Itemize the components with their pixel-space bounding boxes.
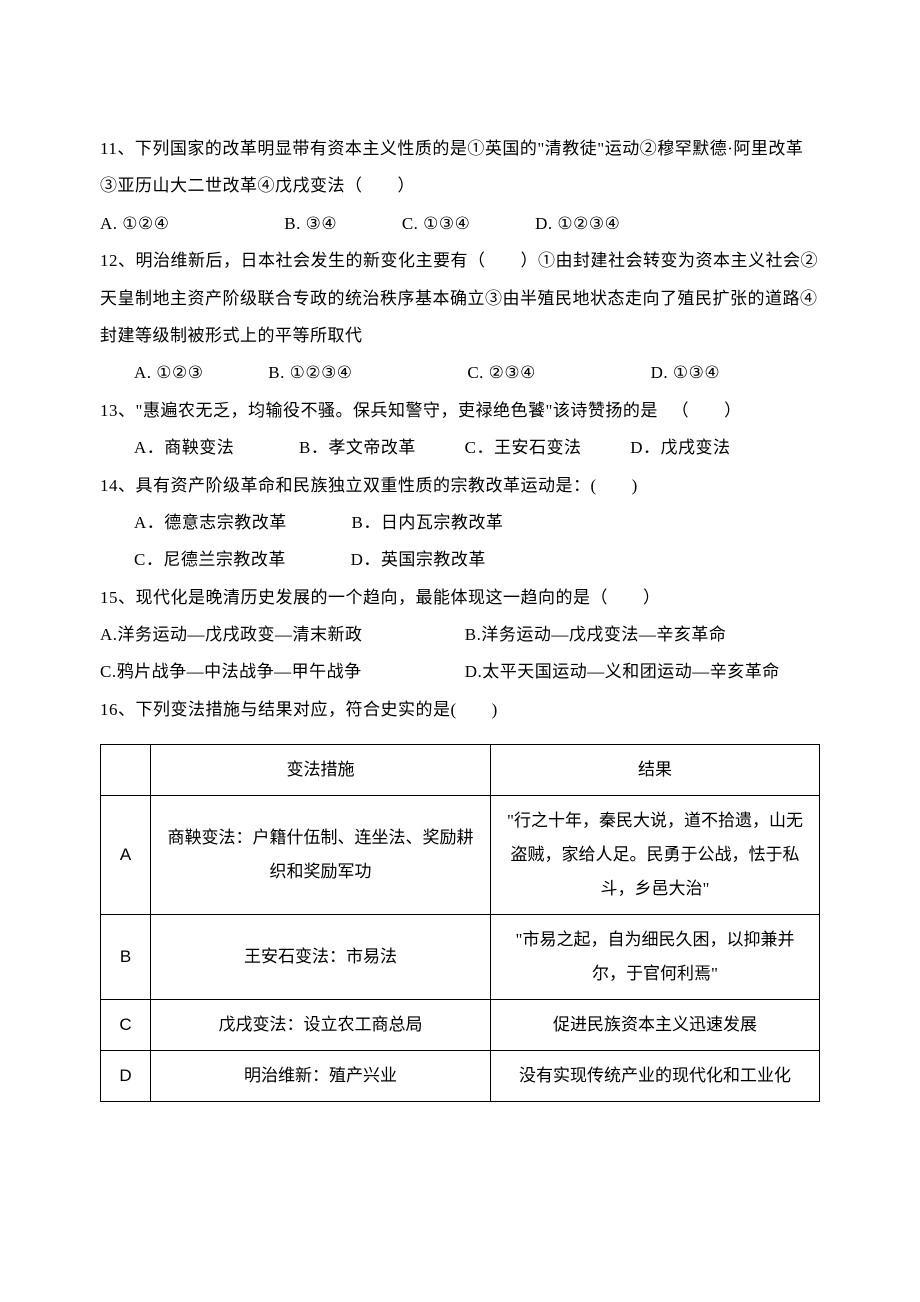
row-c-result: 促进民族资本主义迅速发展 bbox=[491, 1000, 820, 1051]
q11-opt-d: D. ①②③④ bbox=[535, 214, 620, 233]
question-15: 15、现代化是晚清历史发展的一个趋向，最能体现这一趋向的是（ ） bbox=[100, 579, 820, 616]
q14-opt-d: D．英国宗教改革 bbox=[351, 550, 486, 569]
q11-opt-b: B. ③④ bbox=[284, 214, 337, 233]
row-b-measure: 王安石变法：市易法 bbox=[151, 915, 491, 1000]
question-11: 11、下列国家的改革明显带有资本主义性质的是①英国的"清教徒"运动②穆罕默德·阿… bbox=[100, 130, 820, 205]
table-row: B 王安石变法：市易法 "市易之起，自为细民久困，以抑兼并尔，于官何利焉" bbox=[101, 915, 820, 1000]
row-c-label: C bbox=[101, 1000, 151, 1051]
q11-opt-c: C. ①③④ bbox=[402, 214, 471, 233]
question-11-text: 11、下列国家的改革明显带有资本主义性质的是①英国的"清教徒"运动②穆罕默德·阿… bbox=[100, 139, 803, 195]
row-d-label: D bbox=[101, 1051, 151, 1102]
q15-opt-a: A.洋务运动—戊戌政变—清末新政 bbox=[100, 616, 460, 653]
q14-opt-b: B．日内瓦宗教改革 bbox=[352, 513, 504, 532]
question-11-options: A. ①②④ B. ③④ C. ①③④ D. ①②③④ bbox=[100, 205, 820, 242]
question-13-options: A．商鞅变法 B．孝文帝改革 C．王安石变法 D．戊戌变法 bbox=[100, 429, 820, 466]
q12-opt-a: A. ①②③ bbox=[134, 363, 204, 382]
question-13: 13、"惠遍农无乏，均输役不骚。保兵知警守，吏禄绝色饕"该诗赞扬的是 （ ） bbox=[100, 392, 820, 429]
q13-opt-b: B．孝文帝改革 bbox=[299, 438, 416, 457]
q13-opt-c: C．王安石变法 bbox=[465, 438, 582, 457]
table-row: A 商鞅变法：户籍什伍制、连坐法、奖励耕织和奖励军功 "行之十年，秦民大说，道不… bbox=[101, 796, 820, 915]
q12-opt-d: D. ①③④ bbox=[651, 363, 721, 382]
q12-opt-b: B. ①②③④ bbox=[268, 363, 352, 382]
table-header-row: 变法措施 结果 bbox=[101, 745, 820, 796]
q14-opt-a: A．德意志宗教改革 bbox=[134, 513, 287, 532]
question-14-options-row2: C．尼德兰宗教改革 D．英国宗教改革 bbox=[100, 541, 820, 578]
q11-opt-a: A. ①②④ bbox=[100, 214, 170, 233]
q15-opt-d: D.太平天国运动—义和团运动—辛亥革命 bbox=[465, 662, 780, 681]
table-row: C 戊戌变法：设立农工商总局 促进民族资本主义迅速发展 bbox=[101, 1000, 820, 1051]
row-b-result: "市易之起，自为细民久困，以抑兼并尔，于官何利焉" bbox=[491, 915, 820, 1000]
table-header-result: 结果 bbox=[491, 745, 820, 796]
row-c-measure: 戊戌变法：设立农工商总局 bbox=[151, 1000, 491, 1051]
row-a-measure: 商鞅变法：户籍什伍制、连坐法、奖励耕织和奖励军功 bbox=[151, 796, 491, 915]
question-15-options-row1: A.洋务运动—戊戌政变—清末新政 B.洋务运动—戊戌变法—辛亥革命 bbox=[100, 616, 820, 653]
q13-opt-d: D．戊戌变法 bbox=[630, 438, 730, 457]
question-14-options-row1: A．德意志宗教改革 B．日内瓦宗教改革 bbox=[100, 504, 820, 541]
row-d-measure: 明治维新：殖产兴业 bbox=[151, 1051, 491, 1102]
row-d-result: 没有实现传统产业的现代化和工业化 bbox=[491, 1051, 820, 1102]
table-header-blank bbox=[101, 745, 151, 796]
q15-opt-b: B.洋务运动—戊戌变法—辛亥革命 bbox=[465, 625, 727, 644]
question-12-text: 12、明治维新后，日本社会发生的新变化主要有（ ）①由封建社会转变为资本主义社会… bbox=[100, 251, 818, 345]
q14-opt-c: C．尼德兰宗教改革 bbox=[134, 550, 286, 569]
question-14: 14、具有资产阶级革命和民族独立双重性质的宗教改革运动是：( ) bbox=[100, 467, 820, 504]
question-12-options: A. ①②③ B. ①②③④ C. ②③④ D. ①③④ bbox=[100, 354, 820, 391]
table-row: D 明治维新：殖产兴业 没有实现传统产业的现代化和工业化 bbox=[101, 1051, 820, 1102]
question-16-table: 变法措施 结果 A 商鞅变法：户籍什伍制、连坐法、奖励耕织和奖励军功 "行之十年… bbox=[100, 744, 820, 1102]
q12-opt-c: C. ②③④ bbox=[467, 363, 536, 382]
row-a-label: A bbox=[101, 796, 151, 915]
question-13-text: 13、"惠遍农无乏，均输役不骚。保兵知警守，吏禄绝色饕"该诗赞扬的是 （ ） bbox=[100, 401, 742, 420]
question-16: 16、下列变法措施与结果对应，符合史实的是( ) bbox=[100, 691, 820, 728]
question-15-text: 15、现代化是晚清历史发展的一个趋向，最能体现这一趋向的是（ ） bbox=[100, 588, 661, 607]
q15-opt-c: C.鸦片战争—中法战争—甲午战争 bbox=[100, 653, 460, 690]
question-15-options-row2: C.鸦片战争—中法战争—甲午战争 D.太平天国运动—义和团运动—辛亥革命 bbox=[100, 653, 820, 690]
row-a-result: "行之十年，秦民大说，道不拾遗，山无盗贼，家给人足。民勇于公战，怯于私斗，乡邑大… bbox=[491, 796, 820, 915]
question-14-text: 14、具有资产阶级革命和民族独立双重性质的宗教改革运动是：( ) bbox=[100, 476, 638, 495]
table-header-measure: 变法措施 bbox=[151, 745, 491, 796]
q13-opt-a: A．商鞅变法 bbox=[134, 438, 234, 457]
question-12: 12、明治维新后，日本社会发生的新变化主要有（ ）①由封建社会转变为资本主义社会… bbox=[100, 242, 820, 354]
row-b-label: B bbox=[101, 915, 151, 1000]
question-16-text: 16、下列变法措施与结果对应，符合史实的是( ) bbox=[100, 700, 498, 719]
